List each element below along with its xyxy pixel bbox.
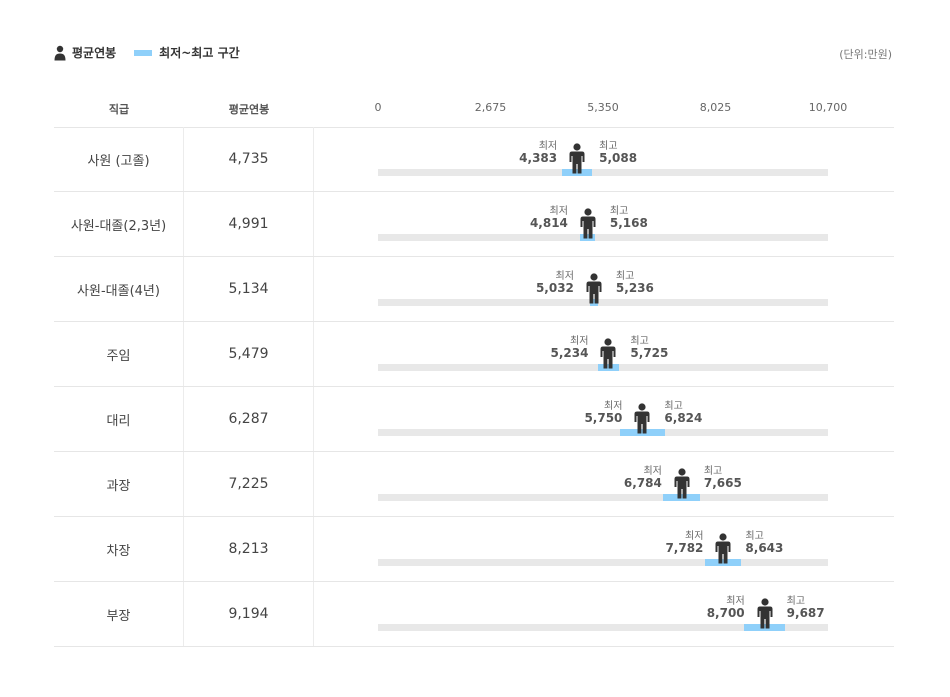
- avg-salary-cell: 4,735: [184, 127, 314, 191]
- min-max-range-bar: [705, 559, 742, 566]
- avg-person-marker-icon: [674, 468, 690, 499]
- max-value-label: 5,236: [615, 281, 654, 295]
- min-caption: 최저: [538, 141, 558, 152]
- legend-range-label: 최저~최고 구간: [159, 46, 240, 60]
- range-track: [378, 299, 828, 306]
- max-value-label: 5,088: [599, 151, 638, 165]
- table-row: 사원-대졸(2,3년) 4,991 최저 4,814 최고 5,168: [54, 192, 894, 257]
- min-max-range-bar: [562, 169, 592, 176]
- table-row: 주임 5,479 최저 5,234 최고 5,725: [54, 322, 894, 387]
- range-track: [378, 169, 828, 176]
- axis-tick-label: 5,350: [587, 101, 619, 114]
- max-value-label: 5,725: [630, 346, 669, 360]
- range-track: [378, 234, 828, 241]
- min-value-label: 5,750: [584, 411, 623, 425]
- max-caption: 최고: [609, 206, 629, 217]
- table-body: 사원 (고졸) 4,735 최저 4,383 최고 5,088 사원-대졸(2,3년) 4,9…: [54, 127, 894, 647]
- avg-person-marker-icon: [569, 143, 585, 174]
- table-header: 직급 평균연봉 0 2,675 5,350 8,025 10,700: [54, 92, 894, 128]
- max-value-label: 9,687: [786, 606, 825, 620]
- max-caption: 최고: [664, 401, 683, 412]
- avg-salary-cell: 4,991: [184, 192, 314, 256]
- min-max-range-bar: [743, 624, 786, 631]
- rank-cell: 사원-대졸(2,3년): [54, 192, 184, 256]
- avg-person-marker-icon: [600, 338, 616, 369]
- max-caption: 최고: [703, 466, 723, 477]
- min-max-range-bar: [589, 299, 599, 306]
- max-caption: 최고: [745, 531, 764, 542]
- axis-tick-label: 0: [374, 101, 382, 114]
- table-row: 부장 9,194 최저 8,700 최고 9,687: [54, 582, 894, 647]
- min-caption: 최저: [726, 596, 745, 607]
- max-value-label: 8,643: [745, 541, 784, 555]
- avg-salary-cell: 6,287: [184, 387, 314, 451]
- min-caption: 최저: [549, 206, 568, 217]
- min-max-range-bar: [619, 429, 665, 436]
- header-rank: 직급: [108, 103, 130, 116]
- rank-cell: 사원-대졸(4년): [54, 257, 184, 321]
- range-track: [378, 494, 828, 501]
- axis-tick-label: 8,025: [699, 101, 732, 114]
- avg-salary-cell: 9,194: [184, 582, 314, 646]
- table-row: 사원-대졸(4년) 5,134 최저 5,032 최고 5,236: [54, 257, 894, 322]
- min-max-range-bar: [663, 494, 701, 501]
- unit-label: (단위:만원): [839, 48, 892, 61]
- min-value-label: 5,032: [535, 281, 574, 295]
- avg-person-marker-icon: [757, 598, 773, 629]
- rank-cell: 대리: [54, 387, 184, 451]
- min-value-label: 5,234: [550, 346, 589, 360]
- min-caption: 최저: [685, 531, 704, 542]
- min-max-range-bar: [580, 234, 596, 241]
- min-max-range-bar: [598, 364, 619, 371]
- table-row: 대리 6,287 최저 5,750 최고 6,824: [54, 387, 894, 452]
- min-caption: 최저: [604, 401, 623, 412]
- person-icon: [54, 45, 66, 60]
- range-track: [378, 559, 828, 566]
- axis-tick-label: 10,700: [808, 101, 848, 114]
- avg-salary-cell: 7,225: [184, 452, 314, 516]
- max-caption: 최고: [786, 596, 806, 607]
- avg-salary-cell: 8,213: [184, 517, 314, 581]
- table-row: 차장 8,213 최저 7,782 최고 8,643: [54, 517, 894, 582]
- min-value-label: 4,814: [529, 216, 568, 230]
- legend-range-swatch: [134, 49, 153, 56]
- min-value-label: 8,700: [706, 606, 745, 620]
- max-value-label: 7,665: [703, 476, 742, 490]
- axis-tick-label: 2,675: [474, 101, 507, 114]
- min-caption: 최저: [570, 336, 589, 347]
- avg-salary-cell: 5,479: [184, 322, 314, 386]
- legend-avg-label: 평균연봉: [72, 46, 117, 60]
- chart-legend: 평균연봉 최저~최고 구간: [54, 44, 240, 61]
- table-row: 사원 (고졸) 4,735 최저 4,383 최고 5,088: [54, 127, 894, 192]
- rank-cell: 부장: [54, 582, 184, 646]
- table-row: 과장 7,225 최저 6,784 최고 7,665: [54, 452, 894, 517]
- rank-cell: 과장: [54, 452, 184, 516]
- max-value-label: 5,168: [609, 216, 648, 230]
- max-value-label: 6,824: [664, 411, 703, 425]
- avg-person-marker-icon: [634, 403, 650, 434]
- avg-person-marker-icon: [586, 273, 602, 304]
- min-value-label: 4,383: [519, 151, 558, 165]
- avg-salary-cell: 5,134: [184, 257, 314, 321]
- rank-cell: 주임: [54, 322, 184, 386]
- max-caption: 최고: [615, 271, 635, 282]
- min-caption: 최저: [643, 466, 662, 477]
- max-caption: 최고: [599, 141, 618, 152]
- min-value-label: 7,782: [665, 541, 704, 555]
- min-caption: 최저: [555, 271, 574, 282]
- avg-person-marker-icon: [715, 533, 731, 564]
- avg-person-marker-icon: [580, 208, 596, 239]
- range-track: [378, 624, 828, 631]
- max-caption: 최고: [630, 336, 649, 347]
- header-avg: 평균연봉: [228, 103, 270, 116]
- range-track: [378, 429, 828, 436]
- rank-cell: 사원 (고졸): [54, 127, 184, 191]
- rank-cell: 차장: [54, 517, 184, 581]
- min-value-label: 6,784: [623, 476, 662, 490]
